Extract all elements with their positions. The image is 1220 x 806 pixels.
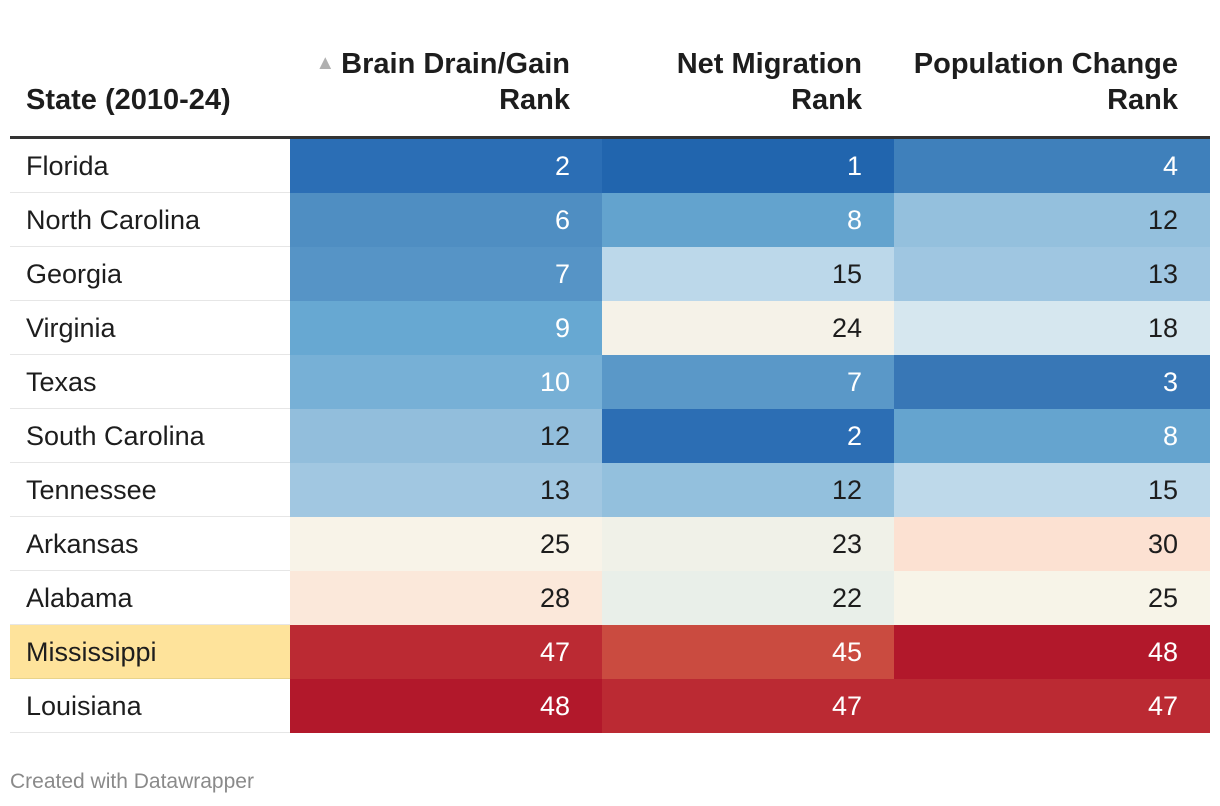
- table-row: South Carolina 12 2 8: [10, 409, 1210, 463]
- table-row: North Carolina 6 8 12: [10, 193, 1210, 247]
- population-change-rank-cell: 30: [894, 517, 1210, 571]
- header-brain-drain-label: Brain Drain/Gain Rank: [341, 48, 570, 116]
- brain-drain-rank-cell: 10: [290, 355, 602, 409]
- state-name: Tennessee: [10, 463, 290, 517]
- state-name: Texas: [10, 355, 290, 409]
- table-row: Alabama 28 22 25: [10, 571, 1210, 625]
- header-state[interactable]: State (2010-24): [26, 84, 231, 116]
- net-migration-rank-cell: 2: [602, 409, 894, 463]
- sort-ascending-icon[interactable]: ▲: [315, 52, 336, 74]
- table-row: Mississippi 47 45 48: [10, 625, 1210, 679]
- state-name: Florida: [10, 139, 290, 193]
- net-migration-rank-cell: 8: [602, 193, 894, 247]
- table-header: State (2010-24) ▲ Brain Drain/Gain Rank N…: [10, 40, 1210, 139]
- net-migration-rank-cell: 45: [602, 625, 894, 679]
- net-migration-rank-cell: 15: [602, 247, 894, 301]
- brain-drain-rank-cell: 13: [290, 463, 602, 517]
- state-name: Georgia: [10, 247, 290, 301]
- brain-drain-rank-cell: 47: [290, 625, 602, 679]
- state-name: Arkansas: [10, 517, 290, 571]
- brain-drain-rank-cell: 2: [290, 139, 602, 193]
- table-row: Georgia 7 15 13: [10, 247, 1210, 301]
- population-change-rank-cell: 18: [894, 301, 1210, 355]
- brain-drain-rank-cell: 12: [290, 409, 602, 463]
- brain-drain-rank-cell: 6: [290, 193, 602, 247]
- population-change-rank-cell: 25: [894, 571, 1210, 625]
- net-migration-rank-cell: 7: [602, 355, 894, 409]
- population-change-rank-cell: 8: [894, 409, 1210, 463]
- table-row: Louisiana 48 47 47: [10, 679, 1210, 733]
- table-body: Florida 2 1 4 North Carolina 6 8 12 Georgia 7 15 13…: [10, 139, 1210, 733]
- header-net-migration[interactable]: Net Migration Rank: [676, 48, 862, 116]
- brain-drain-rank-cell: 25: [290, 517, 602, 571]
- population-change-rank-cell: 13: [894, 247, 1210, 301]
- state-name: Louisiana: [10, 679, 290, 733]
- net-migration-rank-cell: 1: [602, 139, 894, 193]
- population-change-rank-cell: 3: [894, 355, 1210, 409]
- population-change-rank-cell: 4: [894, 139, 1210, 193]
- population-change-rank-cell: 15: [894, 463, 1210, 517]
- table-row: Tennessee 13 12 15: [10, 463, 1210, 517]
- datawrapper-credit[interactable]: Created with Datawrapper: [10, 770, 254, 793]
- state-name: Mississippi: [10, 625, 290, 679]
- net-migration-rank-cell: 24: [602, 301, 894, 355]
- header-population-change[interactable]: Population Change Rank: [913, 48, 1178, 116]
- brain-drain-rank-cell: 9: [290, 301, 602, 355]
- population-change-rank-cell: 47: [894, 679, 1210, 733]
- net-migration-rank-cell: 12: [602, 463, 894, 517]
- net-migration-rank-cell: 47: [602, 679, 894, 733]
- population-change-rank-cell: 48: [894, 625, 1210, 679]
- brain-drain-rank-cell: 7: [290, 247, 602, 301]
- state-name: Virginia: [10, 301, 290, 355]
- table-row: Arkansas 25 23 30: [10, 517, 1210, 571]
- header-brain-drain[interactable]: ▲ Brain Drain/Gain Rank: [290, 45, 570, 118]
- state-name: North Carolina: [10, 193, 290, 247]
- table-row: Virginia 9 24 18: [10, 301, 1210, 355]
- table-row: Texas 10 7 3: [10, 355, 1210, 409]
- population-change-rank-cell: 12: [894, 193, 1210, 247]
- net-migration-rank-cell: 22: [602, 571, 894, 625]
- brain-drain-rank-cell: 28: [290, 571, 602, 625]
- brain-drain-rank-cell: 48: [290, 679, 602, 733]
- state-name: South Carolina: [10, 409, 290, 463]
- rank-table: State (2010-24) ▲ Brain Drain/Gain Rank N…: [10, 40, 1210, 733]
- net-migration-rank-cell: 23: [602, 517, 894, 571]
- table-row: Florida 2 1 4: [10, 139, 1210, 193]
- state-name: Alabama: [10, 571, 290, 625]
